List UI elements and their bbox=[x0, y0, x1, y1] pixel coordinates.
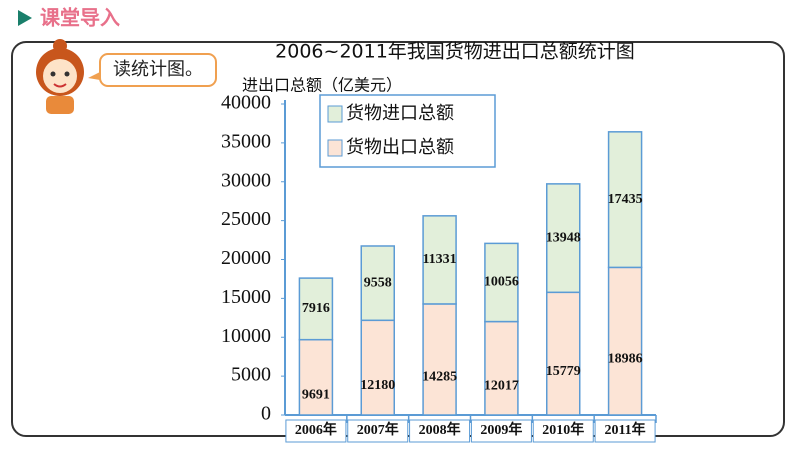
x-label-box bbox=[470, 419, 532, 443]
data-label: 14285 bbox=[422, 370, 457, 385]
legend-swatch bbox=[327, 139, 343, 157]
bar-segment bbox=[484, 242, 519, 323]
x-tick-label: 2006年 bbox=[295, 421, 337, 438]
girl-icon bbox=[36, 39, 84, 114]
data-label: 13948 bbox=[546, 230, 581, 245]
data-label: 7916 bbox=[302, 301, 330, 316]
bar-segment bbox=[607, 266, 643, 416]
legend-box bbox=[319, 94, 496, 168]
bar-segment bbox=[607, 131, 643, 269]
legend-label: 货物出口总额 bbox=[346, 137, 454, 158]
x-tick-label: 2009年 bbox=[480, 421, 522, 438]
y-tick-label: 25000 bbox=[221, 208, 271, 230]
data-label: 11331 bbox=[422, 252, 456, 267]
bar-segment bbox=[422, 303, 457, 416]
data-label: 15779 bbox=[546, 364, 581, 379]
data-label: 9691 bbox=[302, 388, 330, 403]
bubble-tail bbox=[88, 72, 100, 80]
y-tick-label: 0 bbox=[261, 403, 271, 425]
x-tick-label: 2010年 bbox=[542, 421, 584, 438]
x-label-box bbox=[285, 419, 347, 443]
x-label-box bbox=[409, 419, 471, 443]
bar-segment bbox=[298, 338, 334, 416]
x-label-box bbox=[347, 419, 409, 443]
bar-segment bbox=[360, 319, 395, 416]
bar-segment bbox=[422, 215, 457, 305]
y-tick-label: 15000 bbox=[221, 286, 271, 308]
data-label: 18986 bbox=[608, 351, 643, 366]
legend-label: 货物进口总额 bbox=[346, 103, 454, 124]
y-tick-label: 35000 bbox=[221, 130, 271, 152]
header-arrow bbox=[18, 10, 32, 26]
header-title: 课堂导入 bbox=[40, 6, 120, 30]
chart-title: 2006~2011年我国货物进出口总额统计图 bbox=[275, 41, 635, 63]
bar-segment bbox=[360, 245, 395, 322]
bubble-text: 读统计图。 bbox=[113, 59, 203, 80]
y-tick-label: 40000 bbox=[221, 92, 271, 114]
speech-bubble bbox=[99, 53, 217, 87]
x-tick-label: 2011年 bbox=[604, 421, 645, 438]
bar-segment bbox=[298, 277, 334, 341]
x-label-box bbox=[532, 419, 594, 443]
data-label: 10056 bbox=[484, 275, 519, 290]
data-label: 9558 bbox=[364, 275, 392, 290]
y-tick-label: 20000 bbox=[221, 247, 271, 269]
data-label: 12017 bbox=[484, 379, 519, 394]
y-tick-label: 10000 bbox=[221, 325, 271, 347]
x-tick-label: 2008年 bbox=[419, 421, 461, 438]
y-axis-label: 进出口总额（亿美元） bbox=[242, 76, 402, 95]
x-tick-label: 2007年 bbox=[357, 421, 399, 438]
data-label: 17435 bbox=[608, 192, 643, 207]
y-tick-label: 30000 bbox=[221, 169, 271, 191]
data-label: 12180 bbox=[360, 378, 395, 393]
legend-swatch bbox=[327, 105, 343, 123]
y-tick-label: 5000 bbox=[231, 364, 271, 386]
bar-segment bbox=[546, 183, 581, 294]
x-label-box bbox=[594, 419, 656, 443]
bar-segment bbox=[484, 320, 519, 416]
bar-segment bbox=[546, 291, 581, 416]
